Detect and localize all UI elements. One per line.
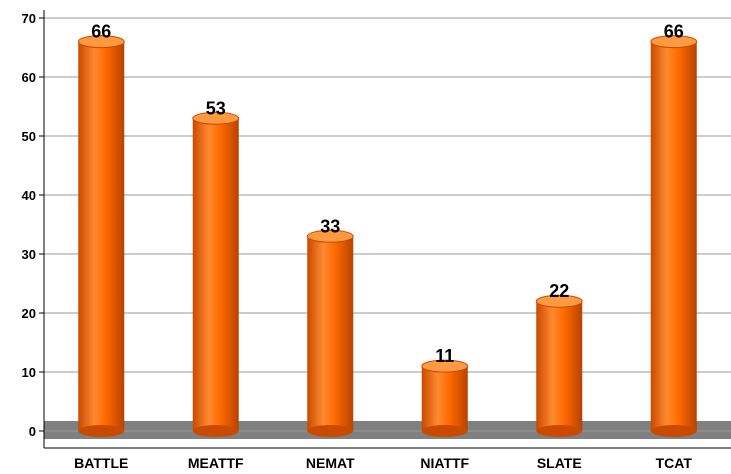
x-tick-label: NEMAT <box>306 455 355 471</box>
bar-body <box>536 301 583 431</box>
bar-base <box>192 425 239 437</box>
bars <box>77 35 698 437</box>
bar-top <box>535 294 583 308</box>
y-tick-label: 10 <box>22 365 36 380</box>
bar-niattf <box>421 359 469 437</box>
x-axis-labels: BATTLE MEATTF NEMAT NIATTF SLATE TCAT <box>74 455 692 471</box>
y-tick-label: 50 <box>22 129 36 144</box>
data-label: 66 <box>91 22 111 42</box>
x-tick-label: NIATTF <box>420 455 469 471</box>
y-tick-label: 0 <box>29 424 36 439</box>
bar-body <box>192 118 239 432</box>
data-label: 22 <box>549 281 569 301</box>
bar-top <box>650 35 698 49</box>
bar-nemat <box>306 229 354 437</box>
bar-top <box>192 111 240 125</box>
y-tick-label: 40 <box>22 188 36 203</box>
bar-body <box>307 236 354 431</box>
bar-base <box>307 425 354 437</box>
x-tick-label: TCAT <box>656 455 693 471</box>
data-labels: 66 53 33 11 22 66 <box>91 22 684 367</box>
x-tick-label: MEATTF <box>188 455 244 471</box>
bar-top <box>77 35 125 49</box>
y-tick-label: 30 <box>22 247 36 262</box>
bar-battle <box>77 35 125 437</box>
x-tick-label: BATTLE <box>74 455 128 471</box>
bar-top <box>306 229 354 243</box>
y-tick-label: 70 <box>22 11 36 26</box>
bar-body <box>650 41 697 431</box>
floor <box>44 421 731 439</box>
data-label: 11 <box>435 346 454 366</box>
bar-body <box>78 41 125 431</box>
data-label: 53 <box>206 98 226 118</box>
bar-top <box>421 359 469 373</box>
y-tick-label: 60 <box>22 70 36 85</box>
bar-base <box>421 425 468 437</box>
gridlines <box>44 17 731 432</box>
bar-base <box>78 425 125 437</box>
bar-body <box>421 366 468 431</box>
y-tick-label: 20 <box>22 306 36 321</box>
data-label: 66 <box>664 22 684 42</box>
bar-base <box>650 425 697 437</box>
bar-base <box>536 425 583 437</box>
bar-tcat <box>650 35 698 437</box>
y-axis-ticks: 0 10 20 30 40 50 60 70 <box>22 11 44 439</box>
bar-meattf <box>192 111 240 437</box>
bar-slate <box>535 294 583 437</box>
data-label: 33 <box>320 216 340 236</box>
x-tick-label: SLATE <box>537 455 582 471</box>
